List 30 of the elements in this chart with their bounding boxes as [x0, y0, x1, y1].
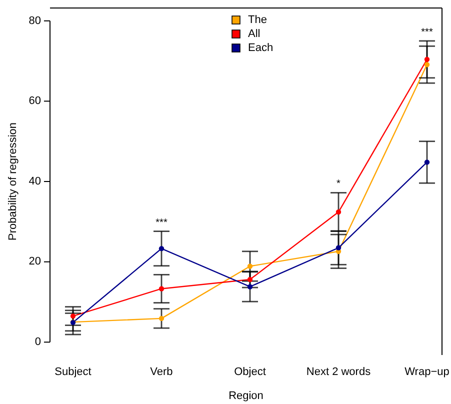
y-tick-label: 60: [28, 95, 41, 108]
point: [70, 313, 76, 319]
x-tick-label: Wrap−up: [404, 366, 450, 378]
point: [336, 245, 342, 250]
point: [424, 62, 430, 68]
annotation: ***: [421, 26, 433, 38]
x-tick-label: Next 2 words: [306, 366, 372, 378]
legend-label: All: [248, 28, 260, 40]
legend-label: Each: [248, 42, 274, 54]
point: [424, 56, 430, 62]
point: [424, 160, 430, 165]
y-tick-label: 80: [28, 14, 41, 27]
point: [158, 286, 164, 292]
annotation: ***: [156, 217, 168, 228]
legend-label: The: [248, 14, 267, 26]
y-tick-label: 0: [34, 336, 41, 348]
y-tick-label: 40: [28, 175, 41, 188]
point: [247, 276, 253, 282]
x-axis-title: Region: [228, 390, 264, 402]
annotation: *: [336, 178, 341, 190]
point: [158, 246, 164, 252]
y-axis-title: Probability of regression: [7, 122, 19, 241]
x-tick-label: Verb: [150, 366, 173, 378]
point: [247, 264, 253, 269]
point: [336, 209, 342, 215]
point: [247, 284, 253, 290]
y-tick-label: 20: [28, 256, 41, 268]
point: [158, 316, 164, 322]
x-tick-label: Subject: [54, 366, 92, 378]
x-tick-label: Object: [234, 366, 266, 378]
